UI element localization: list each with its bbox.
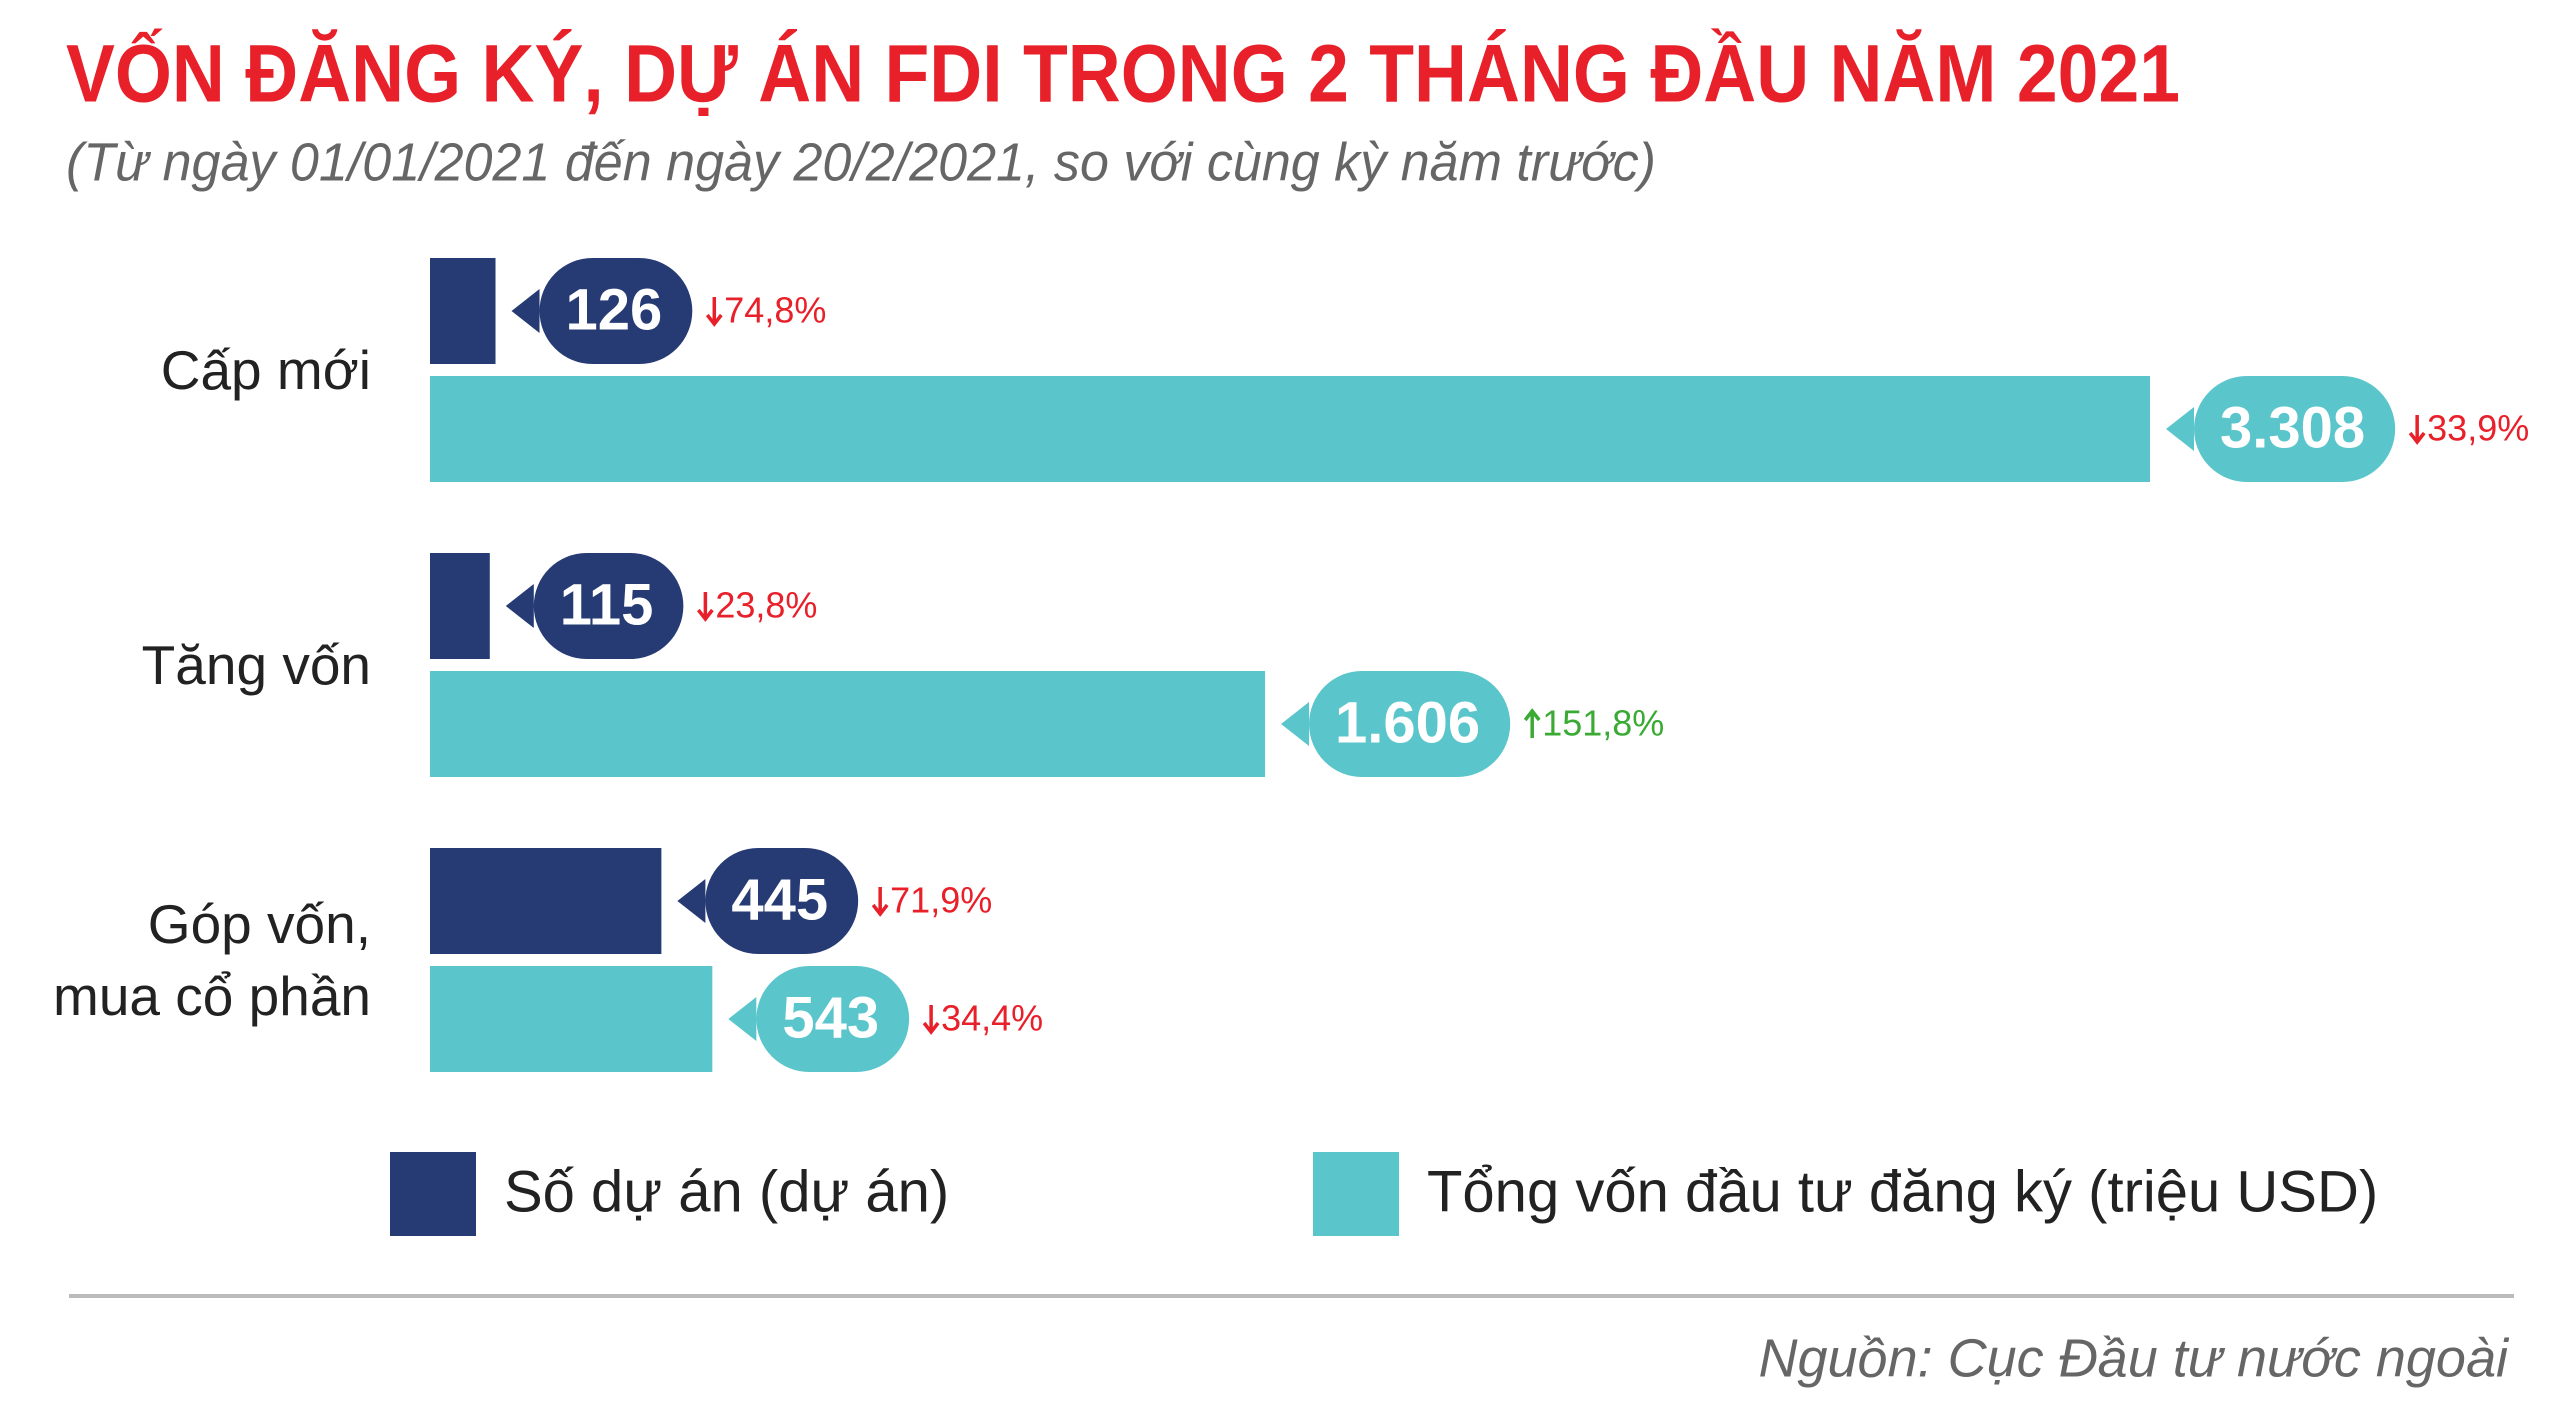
- bubble: [1281, 671, 1511, 777]
- value-label: 543: [782, 985, 879, 1050]
- value-label: 445: [731, 867, 828, 932]
- bar: [430, 671, 1266, 777]
- category-label: Cấp mới: [160, 339, 371, 401]
- legend-swatch: [390, 1152, 476, 1236]
- change-arrow: [922, 1005, 940, 1035]
- value-label: 3.308: [2220, 395, 2365, 460]
- value-label: 115: [560, 572, 654, 637]
- value-label: 126: [566, 277, 663, 342]
- bubble-group: 445: [677, 848, 859, 954]
- value-label: 1.606: [1335, 690, 1480, 755]
- change-label: 34,4%: [941, 998, 1043, 1039]
- legend-swatch: [1313, 1152, 1399, 1236]
- bar: [430, 553, 490, 659]
- bubble-group: 1.606: [1281, 671, 1511, 777]
- bar: [430, 258, 496, 364]
- change-label: 71,9%: [890, 880, 992, 921]
- source: Nguồn: Cục Đầu tư nước ngoài: [1759, 1328, 2510, 1388]
- legend-label: Số dự án (dự án): [504, 1159, 949, 1224]
- category-label: Tăng vốn: [141, 634, 371, 696]
- change-arrow: [705, 297, 723, 327]
- bubble-group: 115: [505, 553, 684, 659]
- bubble: [505, 553, 684, 659]
- change-arrow: [696, 592, 714, 622]
- change-arrow: [2408, 415, 2426, 445]
- chart-subtitle: (Từ ngày 01/01/2021 đến ngày 20/2/2021, …: [66, 132, 1656, 192]
- bubble-group: 126: [511, 258, 693, 364]
- bubble-group: 3.308: [2166, 376, 2396, 482]
- category-label: Góp vốn, mua cổ phần: [53, 893, 371, 1027]
- bubble: [728, 966, 910, 1072]
- change-label: 23,8%: [715, 585, 817, 626]
- bubble-group: 543: [728, 966, 910, 1072]
- bar: [430, 966, 713, 1072]
- bar: [430, 848, 662, 954]
- change-label: 74,8%: [724, 290, 826, 331]
- legend-label: Tổng vốn đầu tư đăng ký (triệu USD): [1427, 1159, 2378, 1224]
- change-arrow: [1523, 708, 1541, 738]
- change-label: 33,9%: [2427, 408, 2529, 449]
- bubble: [677, 848, 859, 954]
- change-label: 151,8%: [1542, 703, 1664, 744]
- bubble: [2166, 376, 2396, 482]
- bar: [430, 376, 2150, 482]
- change-arrow: [871, 887, 889, 917]
- chart-title: VỐN ĐĂNG KÝ, DỰ ÁN FDI TRONG 2 THÁNG ĐẦU…: [66, 29, 2180, 120]
- bubble: [511, 258, 693, 364]
